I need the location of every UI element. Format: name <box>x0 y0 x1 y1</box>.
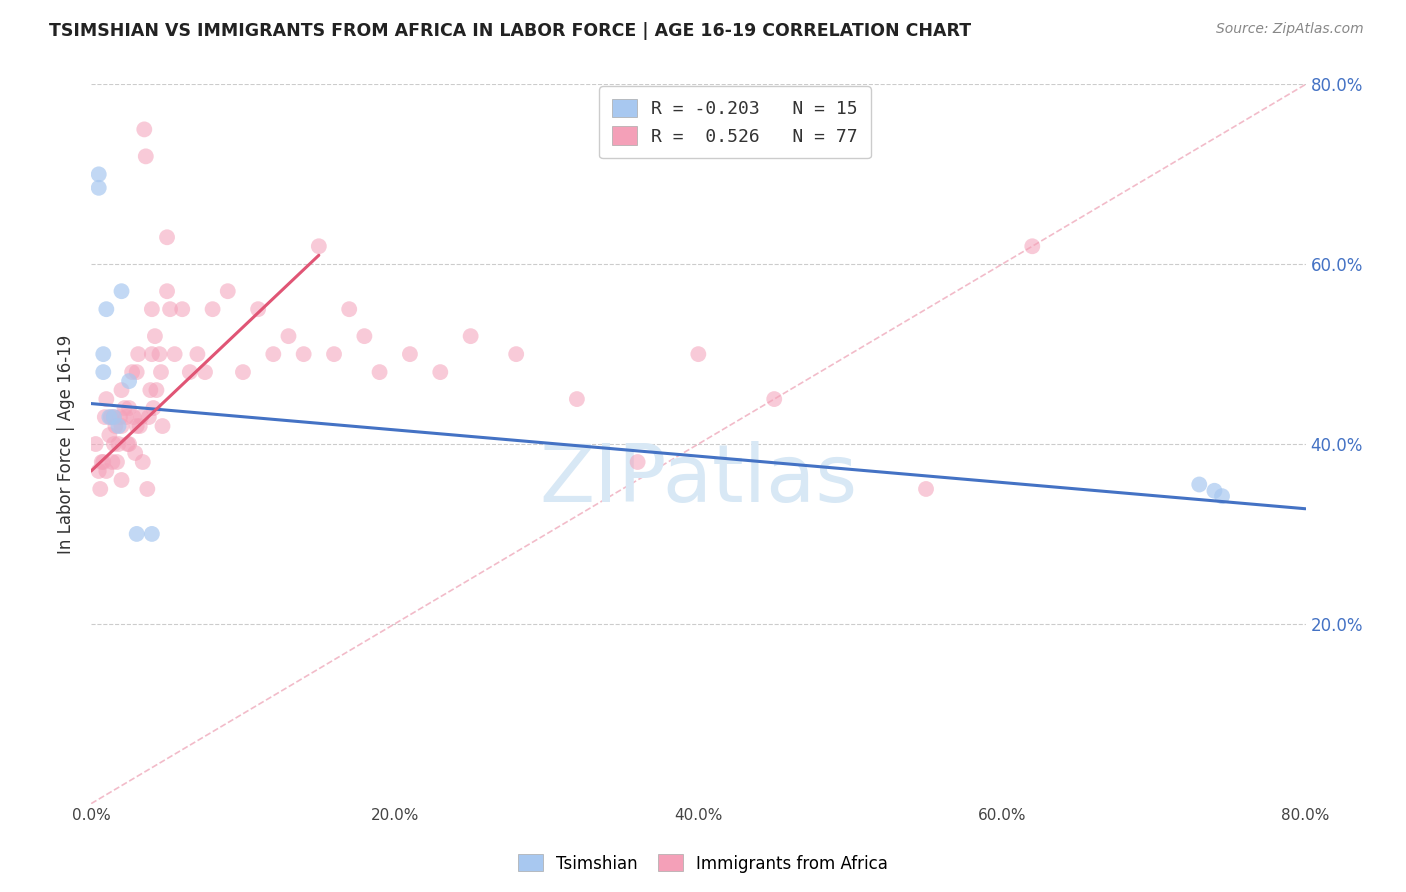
Point <box>84 437 107 451</box>
Point <box>125 419 148 434</box>
Point <box>156 230 179 244</box>
Point <box>460 329 482 343</box>
Point <box>368 365 391 379</box>
Legend: R = -0.203   N = 15, R =  0.526   N = 77: R = -0.203 N = 15, R = 0.526 N = 77 <box>599 87 870 159</box>
Point <box>232 365 254 379</box>
Point <box>138 410 160 425</box>
Point <box>1204 483 1226 498</box>
Point <box>89 482 111 496</box>
Point <box>110 383 132 397</box>
Point <box>277 329 299 343</box>
Point <box>141 527 163 541</box>
Point <box>107 437 129 451</box>
Point <box>107 419 129 434</box>
Point <box>156 284 179 298</box>
Point <box>505 347 527 361</box>
Point <box>152 419 174 434</box>
Point <box>186 347 208 361</box>
Point <box>103 410 125 425</box>
Point <box>98 410 121 425</box>
Point <box>323 347 346 361</box>
Point <box>118 437 141 451</box>
Point <box>110 473 132 487</box>
Point <box>353 329 375 343</box>
Point <box>122 410 145 425</box>
Point <box>91 455 114 469</box>
Point <box>100 410 122 425</box>
Point <box>104 419 127 434</box>
Point <box>134 122 156 136</box>
Point <box>143 329 166 343</box>
Point <box>292 347 315 361</box>
Point <box>115 410 138 425</box>
Point <box>114 401 136 415</box>
Point <box>337 302 360 317</box>
Point <box>110 284 132 298</box>
Point <box>1188 477 1211 491</box>
Point <box>148 347 170 361</box>
Point <box>247 302 270 317</box>
Point <box>87 181 110 195</box>
Point <box>194 365 217 379</box>
Text: TSIMSHIAN VS IMMIGRANTS FROM AFRICA IN LABOR FORCE | AGE 16-19 CORRELATION CHART: TSIMSHIAN VS IMMIGRANTS FROM AFRICA IN L… <box>49 22 972 40</box>
Point <box>159 302 181 317</box>
Point <box>217 284 239 298</box>
Point <box>90 455 112 469</box>
Point <box>179 365 201 379</box>
Point <box>118 374 141 388</box>
Point <box>201 302 224 317</box>
Point <box>105 455 128 469</box>
Point <box>91 347 114 361</box>
Point <box>132 455 155 469</box>
Point <box>399 347 422 361</box>
Text: ZIPatlas: ZIPatlas <box>540 441 858 519</box>
Point <box>117 437 139 451</box>
Point <box>87 167 110 181</box>
Point <box>87 464 110 478</box>
Point <box>262 347 284 361</box>
Point <box>163 347 186 361</box>
Point <box>121 365 143 379</box>
Point <box>565 392 588 406</box>
Point <box>145 383 167 397</box>
Point <box>128 419 150 434</box>
Point <box>626 455 648 469</box>
Point <box>139 383 162 397</box>
Text: Source: ZipAtlas.com: Source: ZipAtlas.com <box>1216 22 1364 37</box>
Point <box>141 302 163 317</box>
Point <box>96 464 118 478</box>
Point <box>118 401 141 415</box>
Point <box>129 410 152 425</box>
Point <box>103 410 125 425</box>
Point <box>124 446 146 460</box>
Point <box>172 302 194 317</box>
Point <box>101 455 124 469</box>
Point <box>125 365 148 379</box>
Point <box>96 302 118 317</box>
Point <box>915 482 938 496</box>
Point <box>136 482 159 496</box>
Y-axis label: In Labor Force | Age 16-19: In Labor Force | Age 16-19 <box>58 334 75 554</box>
Point <box>103 437 125 451</box>
Point <box>96 392 118 406</box>
Point <box>108 410 131 425</box>
Point <box>149 365 172 379</box>
Point <box>98 428 121 442</box>
Point <box>110 419 132 434</box>
Point <box>308 239 330 253</box>
Legend: Tsimshian, Immigrants from Africa: Tsimshian, Immigrants from Africa <box>512 847 894 880</box>
Point <box>1021 239 1043 253</box>
Point <box>125 527 148 541</box>
Point <box>135 149 157 163</box>
Point <box>127 347 149 361</box>
Point <box>142 401 165 415</box>
Point <box>91 365 114 379</box>
Point <box>94 410 117 425</box>
Point <box>141 347 163 361</box>
Point <box>429 365 451 379</box>
Point <box>763 392 786 406</box>
Point <box>1211 489 1233 503</box>
Point <box>688 347 710 361</box>
